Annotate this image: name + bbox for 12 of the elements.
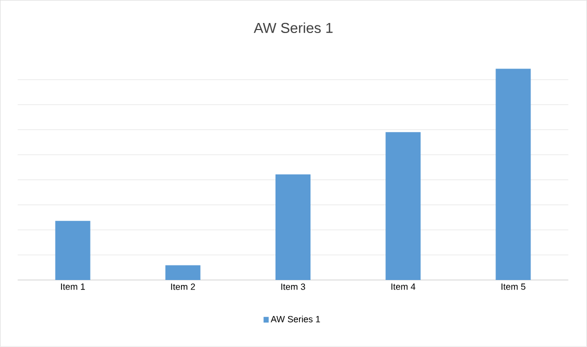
bar bbox=[55, 220, 90, 280]
bar bbox=[496, 68, 531, 280]
x-tick-label: Item 4 bbox=[391, 284, 416, 290]
x-tick-label: Item 1 bbox=[61, 284, 85, 290]
bar bbox=[275, 174, 311, 280]
bar bbox=[386, 132, 421, 280]
x-tick-label: Item 3 bbox=[281, 284, 306, 290]
bar bbox=[165, 265, 200, 280]
x-tick-label: Item 2 bbox=[171, 284, 195, 290]
legend-label: AW Series 1 bbox=[270, 316, 320, 322]
chart-title: AW Series 1 bbox=[254, 22, 333, 34]
x-tick-label: Item 5 bbox=[502, 284, 526, 290]
